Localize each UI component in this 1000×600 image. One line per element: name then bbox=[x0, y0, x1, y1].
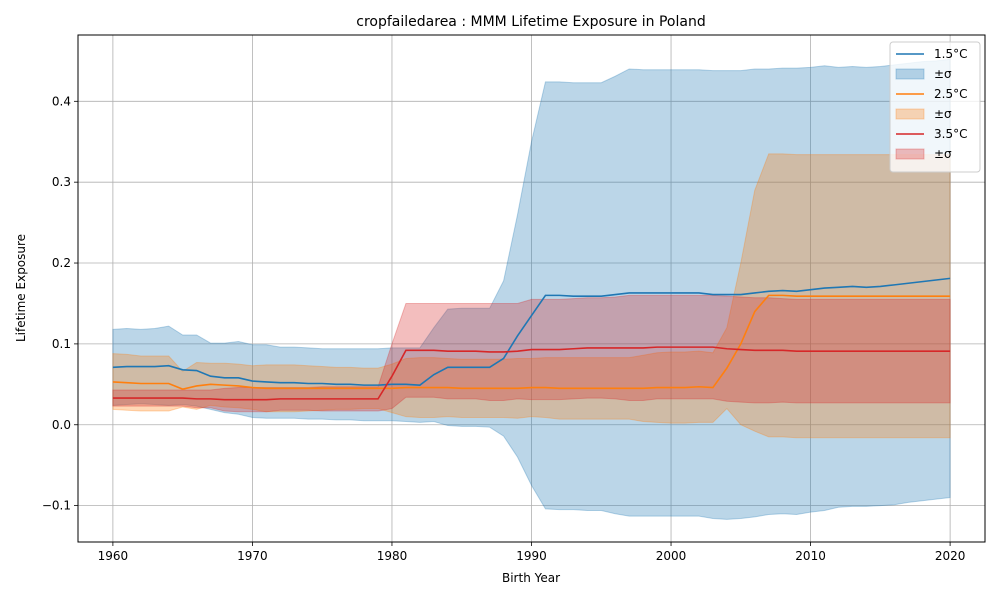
y-tick-label: 0.4 bbox=[52, 94, 71, 108]
legend: 1.5°C ±σ 2.5°C ±σ 3.5°C ±σ bbox=[889, 41, 981, 173]
x-axis-ticks: 1960 1970 1980 1990 2000 2010 2020 bbox=[98, 542, 966, 563]
legend-box bbox=[889, 41, 981, 173]
legend-label: 2.5°C bbox=[934, 87, 967, 101]
y-tick-label: −0.1 bbox=[42, 499, 71, 513]
std-band bbox=[112, 58, 951, 520]
std-band bbox=[112, 294, 951, 413]
y-tick-label: 0.1 bbox=[52, 337, 71, 351]
x-axis-label: Birth Year bbox=[502, 571, 560, 585]
chart-title: cropfailedarea : MMM Lifetime Exposure i… bbox=[356, 14, 705, 30]
legend-label: ±σ bbox=[934, 67, 952, 81]
grid-lines bbox=[78, 35, 985, 542]
std-bands bbox=[112, 58, 951, 520]
series-line bbox=[112, 277, 951, 386]
legend-label: ±σ bbox=[934, 107, 952, 121]
y-tick-label: 0.0 bbox=[52, 418, 71, 432]
legend-label: ±σ bbox=[934, 147, 952, 161]
legend-label: 3.5°C bbox=[934, 127, 967, 141]
x-tick-label: 1980 bbox=[377, 549, 408, 563]
x-tick-label: 2010 bbox=[795, 549, 826, 563]
series-line bbox=[112, 294, 951, 391]
x-tick-label: 1990 bbox=[516, 549, 547, 563]
y-tick-label: 0.2 bbox=[52, 256, 71, 270]
legend-band-swatch bbox=[895, 108, 925, 120]
legend-band-swatch bbox=[895, 68, 925, 80]
x-tick-label: 1970 bbox=[237, 549, 268, 563]
x-tick-label: 1960 bbox=[98, 549, 129, 563]
series-line bbox=[112, 346, 951, 401]
x-tick-label: 2000 bbox=[656, 549, 687, 563]
x-tick-label: 2020 bbox=[935, 549, 966, 563]
plot-area: 1960 1970 1980 1990 2000 2010 2020 −0.1 0.0 0.1 0… bbox=[42, 34, 986, 563]
y-axis-label: Lifetime Exposure bbox=[14, 234, 28, 342]
legend-label: 1.5°C bbox=[934, 47, 967, 61]
legend-band-swatch bbox=[895, 148, 925, 160]
std-band bbox=[112, 153, 951, 439]
series-lines bbox=[112, 277, 951, 401]
y-axis-ticks: −0.1 0.0 0.1 0.2 0.3 0.4 bbox=[42, 94, 78, 513]
y-tick-label: 0.3 bbox=[52, 175, 71, 189]
